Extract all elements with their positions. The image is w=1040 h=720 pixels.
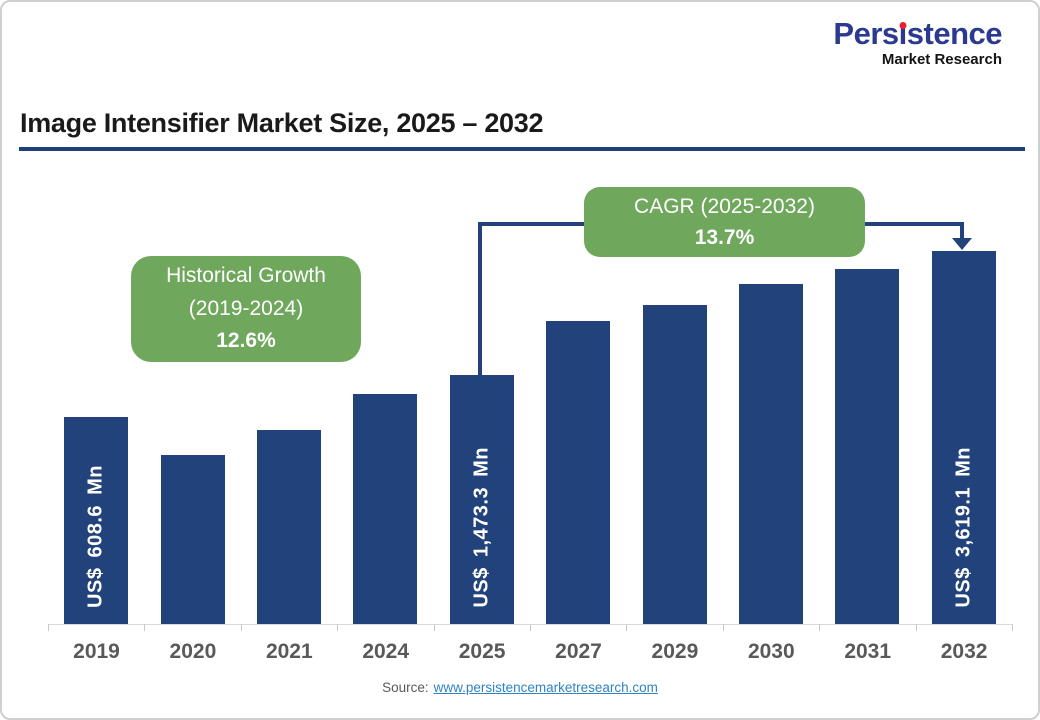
logo-brand-pre: Pers: [833, 16, 899, 51]
historical-growth-callout: Historical Growth (2019-2024) 12.6%: [131, 256, 361, 362]
x-axis-label-2021: 2021: [265, 640, 313, 663]
x-axis-label-2032: 2032: [940, 640, 988, 663]
x-axis-label-2024: 2024: [362, 640, 410, 663]
cagr-connector-left-vertical: [478, 222, 482, 375]
x-axis-label-2027: 2027: [555, 640, 602, 663]
x-axis-tick: [915, 624, 917, 631]
bar-value-label-2032: US$ 3,619.1 Mn: [952, 447, 975, 608]
bar-2030: [739, 284, 803, 624]
x-axis-label-2019: 2019: [73, 640, 120, 663]
cagr-arrowhead-icon: [952, 238, 972, 250]
x-axis-tick: [722, 624, 724, 631]
x-axis-label-2025: 2025: [458, 640, 506, 663]
source-line: Source: www.persistencemarketresearch.com: [2, 680, 1038, 695]
cagr-callout: CAGR (2025-2032) 13.7%: [584, 187, 865, 257]
source-link[interactable]: www.persistencemarketresearch.com: [433, 680, 658, 695]
logo-red-dot-icon: [899, 22, 907, 29]
x-axis-tick: [1012, 624, 1013, 631]
x-axis-tick: [337, 624, 339, 631]
bar-2032: US$ 3,619.1 Mn: [931, 251, 996, 624]
title-underline: [19, 147, 1025, 151]
source-label: Source:: [382, 680, 429, 695]
x-axis-label-2031: 2031: [844, 640, 892, 663]
logo-brand-i: ı: [898, 16, 908, 51]
bar-2025: US$ 1,473.3 Mn: [449, 375, 514, 624]
cagr-value: 13.7%: [694, 226, 755, 249]
bar-2031: [835, 269, 900, 624]
historical-growth-line2: (2019-2024): [188, 296, 304, 320]
x-axis-tick: [530, 624, 531, 631]
x-axis-tick: [144, 624, 146, 631]
x-axis-tick: [48, 624, 49, 631]
brand-logo: Pers ıstence Market Research: [833, 16, 1002, 68]
bar-2019: US$ 608.6 Mn: [64, 417, 129, 624]
cagr-connector-left-horizontal: [478, 222, 586, 226]
x-axis-label-2020: 2020: [169, 640, 217, 663]
bar-value-label-2025: US$ 1,473.3 Mn: [470, 447, 493, 608]
logo-brand-post: stence: [906, 16, 1003, 51]
cagr-label: CAGR (2025-2032): [634, 194, 815, 218]
x-axis-tick: [240, 624, 242, 631]
x-axis-label-2029: 2029: [651, 640, 699, 663]
historical-growth-value: 12.6%: [216, 329, 276, 353]
logo-brand-text: Pers ıstence: [833, 16, 1002, 51]
bar-value-label-2019: US$ 608.6 Mn: [84, 465, 107, 608]
bar-2021: [257, 430, 321, 624]
bar-2027: [546, 321, 611, 624]
bar-2024: [353, 394, 418, 624]
page-title: Image Intensifier Market Size, 2025 – 20…: [20, 108, 544, 138]
logo-i-wrap: ı: [898, 16, 908, 51]
cagr-connector-right-horizontal: [863, 222, 964, 226]
bar-2029: [642, 305, 707, 624]
x-axis-label-2030: 2030: [747, 640, 795, 663]
x-axis-tick: [819, 624, 821, 631]
logo-subtitle: Market Research: [881, 50, 1002, 68]
x-axis-tick: [433, 624, 435, 631]
bar-2020: [160, 455, 225, 624]
x-axis-tick: [626, 624, 628, 631]
cagr-connector-right-vertical: [960, 222, 964, 240]
historical-growth-line1: Historical Growth: [166, 264, 326, 288]
